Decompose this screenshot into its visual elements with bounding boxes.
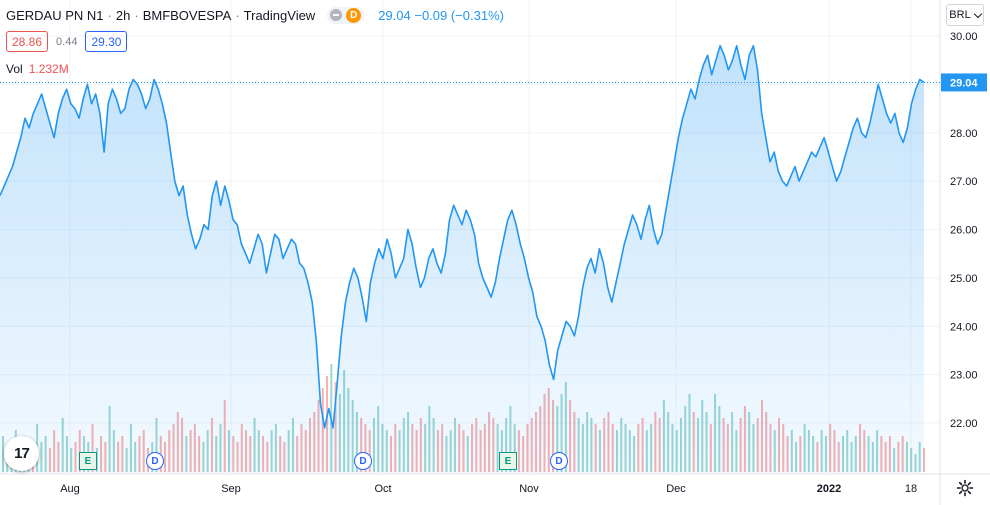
x-tick-label: 2022 (817, 483, 841, 495)
y-tick-label: 23.00 (950, 370, 978, 382)
last-price-label: 29.04 (950, 77, 978, 89)
market-closed-icon (330, 9, 343, 21)
x-tick-label: Sep (221, 483, 241, 495)
sell-price-button[interactable]: 28.86 (6, 31, 49, 52)
delayed-badge: D (346, 7, 362, 23)
volume-value: 1.232M (28, 62, 69, 76)
exchange-label: BMFBOVESPA (142, 7, 232, 23)
market-status-pill[interactable]: D (327, 6, 365, 24)
y-tick-label: 30.00 (950, 31, 978, 43)
x-tick-label: Aug (60, 483, 80, 495)
earnings-marker[interactable]: E (499, 452, 517, 470)
tradingview-logo[interactable]: 17 (4, 436, 39, 471)
earnings-marker[interactable]: E (79, 452, 97, 470)
symbol-name[interactable]: GERDAU PN N1 (6, 7, 104, 23)
y-tick-label: 24.00 (950, 321, 978, 333)
header-separator: · (107, 7, 112, 23)
source-label: TradingView (243, 7, 316, 23)
x-tick-label: Nov (519, 483, 539, 495)
y-tick-label: 22.00 (950, 418, 978, 430)
volume-legend: Vol 1.232M (6, 62, 69, 76)
x-tick-label: 18 (905, 483, 917, 495)
last-quote: 29.04 −0.09 (−0.31%) (378, 7, 504, 23)
price-area (0, 45, 924, 473)
gear-icon[interactable] (956, 479, 974, 497)
dividend-marker[interactable]: D (354, 452, 372, 470)
y-tick-label: 28.00 (950, 128, 978, 140)
chevron-down-icon (973, 9, 982, 18)
y-tick-label: 27.00 (950, 176, 978, 188)
buy-price-button[interactable]: 29.30 (85, 31, 128, 52)
interval-label: 2h (115, 7, 131, 23)
dividend-marker[interactable]: D (146, 452, 164, 470)
x-tick-label: Oct (374, 483, 391, 495)
bid-ask-panel: 28.86 0.44 29.30 (6, 31, 128, 52)
last-price-tag (941, 73, 987, 92)
currency-label: BRL (949, 9, 971, 21)
spread-value: 0.44 (56, 35, 78, 48)
dividend-marker[interactable]: D (550, 452, 568, 470)
y-tick-label: 26.00 (950, 225, 978, 237)
symbol-header: GERDAU PN N1 · 2h · BMFBOVESPA · Trading… (6, 6, 504, 24)
x-tick-label: Dec (666, 483, 686, 495)
volume-label[interactable]: Vol (6, 62, 23, 76)
logo-text: 17 (14, 445, 30, 462)
header-separator: · (235, 7, 240, 23)
currency-selector[interactable]: BRL (946, 4, 984, 26)
y-tick-label: 25.00 (950, 273, 978, 285)
price-line[interactable] (0, 44, 925, 429)
header-separator: · (134, 7, 139, 23)
